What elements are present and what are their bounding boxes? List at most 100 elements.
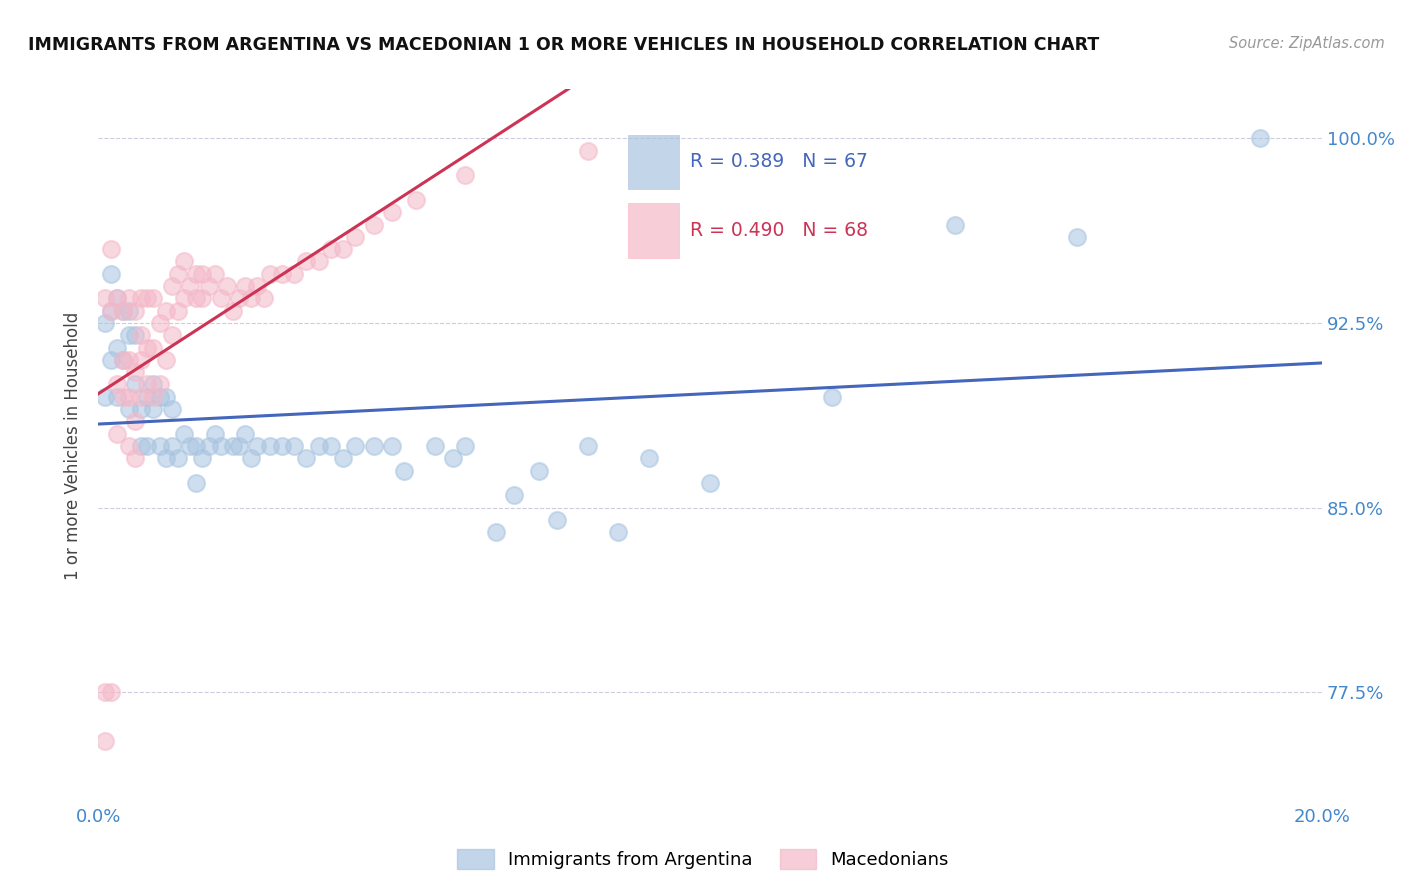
Point	[160, 439, 183, 453]
Point	[240, 291, 263, 305]
Point	[209, 439, 232, 453]
Point	[943, 218, 966, 232]
Point	[111, 390, 134, 404]
Point	[105, 426, 128, 441]
Point	[155, 352, 177, 367]
Point	[319, 439, 342, 453]
Point	[228, 291, 250, 305]
Point	[191, 291, 214, 305]
Point	[363, 218, 385, 232]
Point	[124, 303, 146, 318]
Point	[167, 267, 190, 281]
Point	[124, 414, 146, 428]
Point	[173, 254, 195, 268]
Point	[381, 439, 404, 453]
Point	[160, 328, 183, 343]
Point	[209, 291, 232, 305]
Point	[283, 439, 305, 453]
Point	[93, 734, 115, 748]
Point	[699, 475, 721, 490]
Point	[546, 513, 568, 527]
Point	[204, 267, 226, 281]
Point	[259, 439, 281, 453]
Point	[105, 377, 128, 392]
Point	[527, 464, 550, 478]
Point	[118, 352, 141, 367]
Point	[454, 169, 477, 183]
Point	[295, 254, 318, 268]
Point	[222, 303, 245, 318]
Point	[246, 279, 269, 293]
Point	[246, 439, 269, 453]
Point	[607, 525, 630, 540]
Point	[270, 267, 292, 281]
Point	[319, 242, 342, 256]
Point	[136, 390, 159, 404]
Point	[136, 439, 159, 453]
Point	[111, 303, 134, 318]
Point	[118, 328, 141, 343]
Point	[105, 291, 128, 305]
Point	[142, 377, 165, 392]
Point	[160, 402, 183, 417]
Point	[283, 267, 305, 281]
Point	[142, 390, 165, 404]
Point	[576, 144, 599, 158]
Point	[136, 377, 159, 392]
Point	[1249, 131, 1271, 145]
Point	[222, 439, 245, 453]
Point	[105, 390, 128, 404]
Point	[191, 267, 214, 281]
Point	[149, 316, 172, 330]
Point	[576, 439, 599, 453]
Point	[149, 377, 172, 392]
Point	[149, 439, 172, 453]
Point	[155, 390, 177, 404]
Point	[186, 267, 208, 281]
Point	[100, 303, 122, 318]
Point	[124, 451, 146, 466]
Point	[485, 525, 508, 540]
Point	[100, 267, 122, 281]
Point	[179, 279, 201, 293]
Point	[129, 328, 152, 343]
Point	[124, 328, 146, 343]
Point	[93, 685, 115, 699]
Point	[155, 303, 177, 318]
Point	[142, 341, 165, 355]
Point	[100, 303, 122, 318]
Point	[186, 291, 208, 305]
Point	[363, 439, 385, 453]
Point	[186, 439, 208, 453]
Point	[105, 291, 128, 305]
Point	[344, 230, 367, 244]
Point	[454, 439, 477, 453]
Point	[344, 439, 367, 453]
Point	[93, 390, 115, 404]
Point	[423, 439, 446, 453]
Point	[93, 316, 115, 330]
Point	[118, 402, 141, 417]
Point	[124, 365, 146, 379]
Point	[118, 390, 141, 404]
Point	[332, 451, 354, 466]
Point	[191, 451, 214, 466]
Point	[228, 439, 250, 453]
Text: Source: ZipAtlas.com: Source: ZipAtlas.com	[1229, 36, 1385, 51]
Point	[129, 402, 152, 417]
Point	[111, 352, 134, 367]
Point	[1066, 230, 1088, 244]
Point	[308, 254, 330, 268]
Point	[118, 303, 141, 318]
Point	[392, 464, 416, 478]
Point	[173, 426, 195, 441]
Point	[259, 267, 281, 281]
Point	[215, 279, 238, 293]
Point	[129, 291, 152, 305]
Point	[93, 291, 115, 305]
Point	[821, 390, 844, 404]
Point	[233, 426, 256, 441]
Point	[173, 291, 195, 305]
Y-axis label: 1 or more Vehicles in Household: 1 or more Vehicles in Household	[65, 312, 83, 580]
Point	[111, 352, 134, 367]
